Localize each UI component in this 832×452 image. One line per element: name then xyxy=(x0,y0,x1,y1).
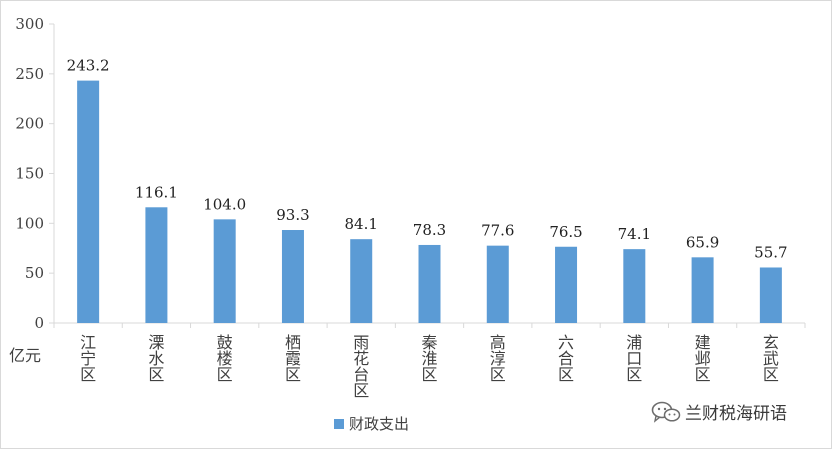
bar xyxy=(486,245,509,323)
legend-swatch xyxy=(334,419,344,429)
y-tick-label: 0 xyxy=(34,314,44,332)
y-tick-label: 150 xyxy=(15,165,44,183)
data-label: 55.7 xyxy=(754,243,787,261)
category-label: 建邺区 xyxy=(695,333,711,384)
data-label: 74.1 xyxy=(618,225,651,243)
data-label: 65.9 xyxy=(686,233,719,251)
category-label: 江宁区 xyxy=(80,333,96,384)
category-label: 秦淮区 xyxy=(421,333,437,384)
y-axis-label: 亿元 xyxy=(9,346,41,365)
category-label: 浦口区 xyxy=(626,333,642,384)
category-label: 雨花台区 xyxy=(353,333,369,400)
bar xyxy=(691,257,714,323)
data-label: 84.1 xyxy=(345,215,378,233)
bar xyxy=(281,230,304,323)
y-tick-label: 250 xyxy=(15,65,44,83)
bar xyxy=(759,267,782,323)
data-label: 78.3 xyxy=(413,221,446,239)
data-label: 76.5 xyxy=(549,223,582,241)
legend-label: 财政支出 xyxy=(349,415,409,433)
category-label: 栖霞区 xyxy=(285,333,301,384)
category-label: 玄武区 xyxy=(763,333,779,384)
y-tick-label: 200 xyxy=(15,115,44,133)
watermark-text: 兰财税海研语 xyxy=(685,404,787,424)
category-label: 高淳区 xyxy=(490,333,506,384)
bar xyxy=(350,239,373,323)
category-label: 溧水区 xyxy=(148,333,164,384)
category-label: 鼓楼区 xyxy=(217,333,233,384)
bar xyxy=(555,246,578,323)
category-label: 六合区 xyxy=(558,333,574,384)
data-label: 77.6 xyxy=(481,222,514,240)
bar xyxy=(418,244,441,323)
bar xyxy=(623,249,646,323)
y-tick-label: 300 xyxy=(15,15,44,33)
wechat-icon xyxy=(651,401,681,423)
y-tick-label: 100 xyxy=(15,214,44,232)
data-label: 93.3 xyxy=(276,206,309,224)
data-label: 243.2 xyxy=(67,57,110,75)
data-label: 104.0 xyxy=(203,195,246,213)
bar xyxy=(145,207,168,323)
watermark: 兰财税海研语 xyxy=(651,399,787,424)
y-tick-label: 50 xyxy=(25,264,44,282)
bar xyxy=(77,80,100,324)
data-label: 116.1 xyxy=(135,183,178,201)
bar xyxy=(213,219,236,323)
